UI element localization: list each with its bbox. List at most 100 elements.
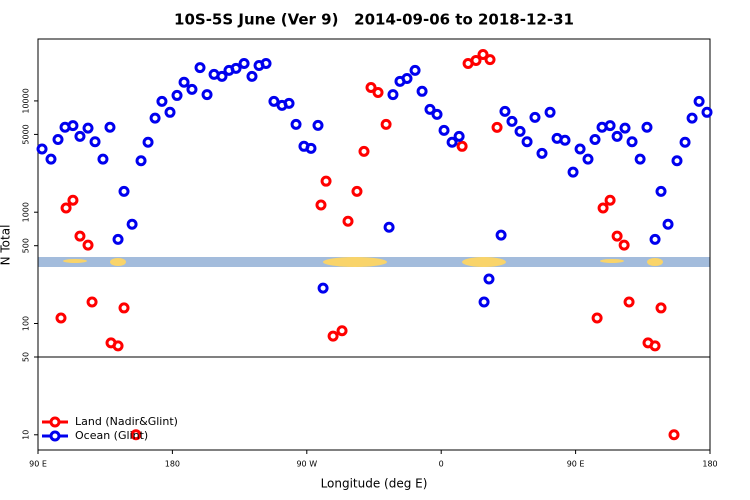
point bbox=[171, 89, 183, 101]
point bbox=[567, 166, 579, 178]
point bbox=[118, 185, 130, 197]
point bbox=[623, 296, 635, 308]
point bbox=[358, 145, 370, 157]
point bbox=[112, 233, 124, 245]
point bbox=[383, 221, 395, 233]
point bbox=[320, 175, 332, 187]
plot-frame bbox=[37, 38, 711, 451]
point bbox=[649, 233, 661, 245]
point bbox=[327, 330, 339, 342]
point bbox=[74, 230, 86, 242]
legend-marker bbox=[49, 416, 61, 428]
point bbox=[597, 202, 609, 214]
point bbox=[246, 70, 258, 82]
land-shape bbox=[63, 259, 87, 263]
point bbox=[634, 153, 646, 165]
y-tick-label: 10 bbox=[22, 430, 31, 440]
y-tick-label: 50 bbox=[22, 352, 31, 362]
y-tick-label: 10000 bbox=[22, 88, 31, 113]
point bbox=[626, 136, 638, 148]
x-tick-label: 0 bbox=[439, 460, 444, 469]
point bbox=[611, 130, 623, 142]
x-tick-label: 90 E bbox=[567, 460, 585, 469]
point bbox=[431, 108, 443, 120]
point bbox=[618, 239, 630, 251]
point bbox=[536, 147, 548, 159]
point bbox=[312, 119, 324, 131]
point bbox=[45, 153, 57, 165]
point bbox=[268, 95, 280, 107]
point bbox=[156, 95, 168, 107]
point bbox=[514, 125, 526, 137]
point bbox=[36, 143, 48, 155]
point bbox=[416, 85, 428, 97]
point bbox=[521, 136, 533, 148]
point bbox=[655, 185, 667, 197]
x-axis-label: Longitude (deg E) bbox=[321, 477, 428, 491]
point bbox=[589, 134, 601, 146]
land-shape bbox=[647, 258, 663, 266]
point bbox=[544, 106, 556, 118]
point bbox=[649, 340, 661, 352]
point bbox=[484, 54, 496, 66]
point bbox=[604, 120, 616, 132]
y-tick-label: 5000 bbox=[22, 124, 31, 144]
legend-label: Land (Nadir&Glint) bbox=[75, 415, 178, 428]
y-tick-label: 1000 bbox=[22, 202, 31, 222]
point bbox=[112, 340, 124, 352]
land-shape bbox=[462, 257, 506, 267]
point bbox=[126, 218, 138, 230]
point bbox=[574, 143, 586, 155]
point bbox=[655, 302, 667, 314]
point bbox=[82, 239, 94, 251]
point bbox=[118, 302, 130, 314]
point bbox=[559, 134, 571, 146]
chart-title: 10S-5S June (Ver 9) 2014-09-06 to 2018-1… bbox=[174, 11, 574, 29]
x-tick-label: 180 bbox=[165, 460, 180, 469]
x-tick-label: 90 W bbox=[296, 460, 317, 469]
point bbox=[365, 81, 377, 93]
point bbox=[135, 155, 147, 167]
point bbox=[52, 134, 64, 146]
point bbox=[283, 97, 295, 109]
point bbox=[470, 54, 482, 66]
land-shape bbox=[323, 257, 387, 267]
point bbox=[351, 185, 363, 197]
point bbox=[142, 136, 154, 148]
point bbox=[424, 103, 436, 115]
point bbox=[671, 155, 683, 167]
y-tick-label: 500 bbox=[22, 238, 31, 253]
point bbox=[456, 140, 468, 152]
x-tick-label: 90 E bbox=[29, 460, 47, 469]
point bbox=[342, 215, 354, 227]
point bbox=[686, 112, 698, 124]
point bbox=[164, 106, 176, 118]
point bbox=[60, 202, 72, 214]
point bbox=[149, 112, 161, 124]
point bbox=[260, 57, 272, 69]
land-shape bbox=[600, 259, 624, 263]
point bbox=[662, 218, 674, 230]
point bbox=[290, 118, 302, 130]
map-band bbox=[38, 257, 710, 267]
point bbox=[89, 136, 101, 148]
point bbox=[495, 229, 507, 241]
point bbox=[506, 115, 518, 127]
legend-label: Ocean (Glint) bbox=[75, 429, 148, 442]
point bbox=[67, 120, 79, 132]
point bbox=[194, 62, 206, 74]
point bbox=[611, 230, 623, 242]
point bbox=[453, 130, 465, 142]
x-tick-label: 180 bbox=[702, 460, 717, 469]
point bbox=[604, 194, 616, 206]
point bbox=[97, 153, 109, 165]
point bbox=[446, 136, 458, 148]
point bbox=[409, 64, 421, 76]
point bbox=[491, 121, 503, 133]
point bbox=[499, 105, 511, 117]
y-axis-label: N Total bbox=[0, 225, 13, 266]
point bbox=[305, 142, 317, 154]
point bbox=[130, 429, 142, 441]
point bbox=[86, 296, 98, 308]
